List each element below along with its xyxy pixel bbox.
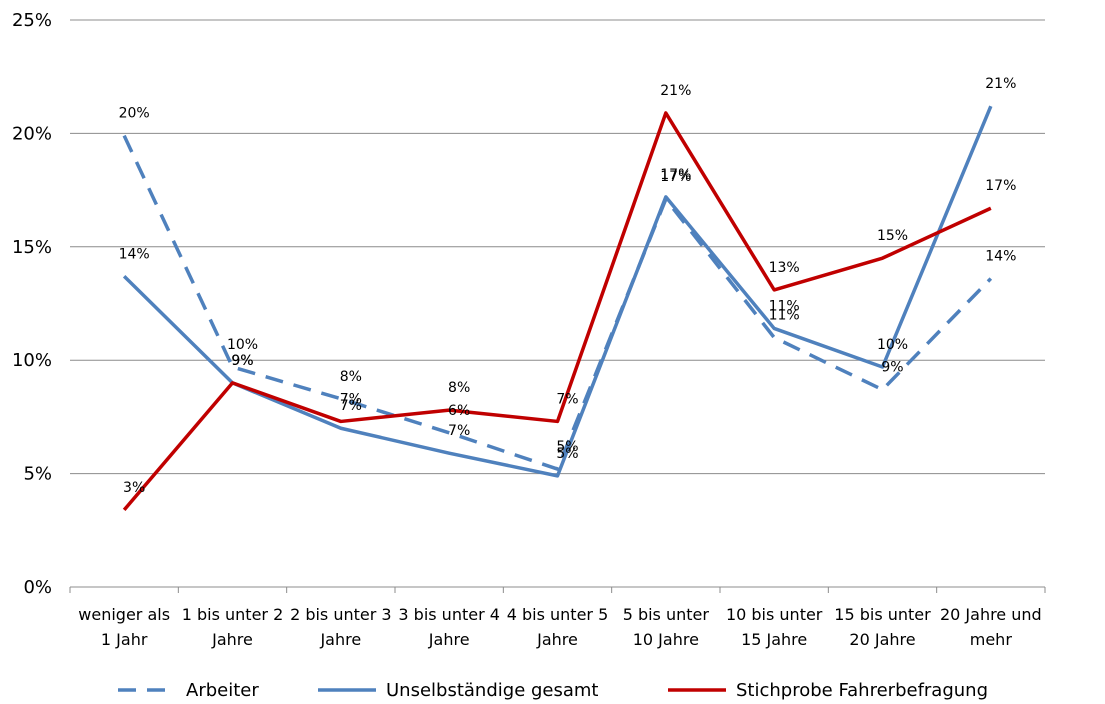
x-category-label: Jahre [428,630,470,649]
y-tick-label: 15% [12,237,52,258]
x-category-label: 20 Jahre [849,630,915,649]
series-line-1 [122,105,993,478]
data-label: 17% [660,169,691,185]
data-label: 21% [985,76,1016,92]
series-line-2 [122,111,992,512]
x-category-label: 15 Jahre [741,630,807,649]
x-category-label: 3 bis unter 4 [398,605,500,624]
data-label: 15% [877,228,908,244]
y-tick-label: 5% [23,464,52,485]
data-label: 14% [985,249,1016,265]
data-label: 14% [119,246,150,262]
data-label: 8% [448,380,470,396]
data-label: 20% [119,106,150,122]
x-category-label: 1 bis unter 2 [182,605,284,624]
data-label: 7% [340,391,362,407]
data-label: 7% [448,423,470,439]
gridlines [70,19,1045,475]
y-axis: 0% 5% 10% 15% 20% 25% [12,10,52,598]
data-label: 6% [448,403,470,419]
y-tick-label: 10% [12,350,52,371]
series-line-0 [122,134,993,471]
x-category-label: 10 Jahre [633,630,699,649]
x-category-label: 20 Jahre und [940,605,1042,624]
x-category-label: weniger als [78,605,170,624]
y-tick-label: 25% [12,10,52,31]
data-label: 11% [769,298,800,314]
x-category-label: 2 bis unter 3 [290,605,392,624]
data-label: 3% [123,480,145,496]
data-label: 21% [660,83,691,99]
legend-label: Stichprobe Fahrerbefragung [736,680,988,701]
x-category-label: 10 bis unter [726,605,823,624]
data-label: 11% [769,308,800,324]
data-label: 10% [227,337,258,353]
x-category-label: Jahre [319,630,361,649]
x-category-label: Jahre [211,630,253,649]
x-axis: weniger als 1 Jahr 1 bis unter 2 Jahre 2 bis… [69,586,1046,649]
x-category-label: 15 bis unter [834,605,931,624]
legend-label: Unselbständige gesamt [386,680,598,701]
x-category-label: Jahre [536,630,578,649]
data-label: 9% [231,353,253,369]
data-label: 7% [340,398,362,414]
data-label: 8% [340,369,362,385]
data-label: 13% [769,260,800,276]
x-category-label: mehr [970,630,1013,649]
data-label: 17% [660,167,691,183]
legend-label: Arbeiter [186,680,259,701]
data-label: 5% [556,446,578,462]
series-lines [122,105,993,512]
data-label: 17% [985,178,1016,194]
legend: Arbeiter Unselbständige gesamt Stichprobe … [118,680,988,701]
y-tick-label: 20% [12,123,52,144]
data-label: 9% [231,353,253,369]
data-labels: 20%10%8%6%5%17%11%9%14%14%9%7%7%5%17%11%… [119,76,1017,496]
y-tick-label: 0% [23,577,52,598]
data-label: 7% [556,391,578,407]
x-category-label: 4 bis unter 5 [507,605,609,624]
data-label: 5% [556,439,578,455]
data-label: 10% [877,337,908,353]
x-category-label: 1 Jahr [101,630,148,649]
x-category-label: 5 bis unter [623,605,710,624]
data-label: 9% [881,360,903,376]
